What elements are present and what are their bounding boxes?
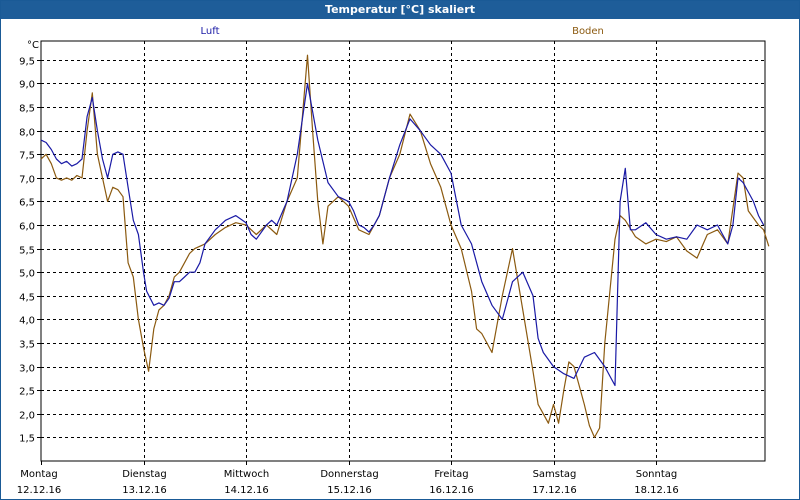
- legend-entry-boden: Boden: [572, 26, 604, 37]
- x-tick-date-label: 15.12.16: [327, 485, 372, 496]
- x-tick-day-label: Sonntag: [636, 469, 678, 480]
- y-tick-label: 8,0: [19, 128, 35, 139]
- grid: [41, 41, 765, 461]
- x-tick-date-label: 13.12.16: [122, 485, 167, 496]
- y-tick-label: 6,0: [19, 222, 35, 233]
- y-tick-label: 7,5: [19, 151, 35, 162]
- y-tick-label: 2,0: [19, 411, 35, 422]
- x-tick-date-label: 12.12.16: [17, 485, 62, 496]
- y-tick-label: 1,5: [19, 434, 35, 445]
- x-tick-date-label: 17.12.16: [532, 485, 577, 496]
- y-tick-label: 6,5: [19, 198, 35, 209]
- y-axis-label: °C: [27, 40, 39, 51]
- chart-title: Temperatur [°C] skaliert: [1, 1, 799, 19]
- y-tick-label: 9,5: [19, 57, 35, 68]
- y-tick-label: 4,0: [19, 316, 35, 327]
- y-tick-label: 5,5: [19, 246, 35, 257]
- series-lines: [40, 54, 770, 438]
- y-tick-label: 2,5: [19, 387, 35, 398]
- y-tick-label: 3,0: [19, 364, 35, 375]
- y-tick-label: 9,0: [19, 80, 35, 91]
- x-tick-day-label: Donnerstag: [320, 469, 378, 480]
- y-tick-label: 7,0: [19, 175, 35, 186]
- y-tick-label: 8,5: [19, 104, 35, 115]
- x-tick-date-label: 18.12.16: [634, 485, 679, 496]
- legend-entry-luft: Luft: [201, 26, 220, 37]
- x-axis-ticks: Montag 12.12.16 Dienstag 13.12.16 Mittwoch 14…: [17, 461, 679, 496]
- y-tick-label: 4,5: [19, 293, 35, 304]
- x-tick-date-label: 16.12.16: [429, 485, 474, 496]
- x-tick-day-label: Montag: [20, 469, 57, 480]
- x-tick-day-label: Mittwoch: [224, 469, 269, 480]
- x-tick-day-label: Dienstag: [122, 469, 167, 480]
- x-tick-day-label: Freitag: [434, 469, 468, 480]
- plot-area-border: [40, 40, 766, 462]
- series-line-boden: [40, 54, 770, 438]
- x-tick-day-label: Samstag: [533, 469, 577, 480]
- y-tick-label: 5,0: [19, 269, 35, 280]
- series-line-luft: [40, 82, 765, 387]
- x-tick-date-label: 14.12.16: [224, 485, 269, 496]
- y-axis-ticks: 1,5 2,0 2,5 3,0 3,5 4,0 4,5 5,0 5,5 6,0 6,5 7,0 7,5 8…: [19, 57, 41, 445]
- y-tick-label: 3,5: [19, 340, 35, 351]
